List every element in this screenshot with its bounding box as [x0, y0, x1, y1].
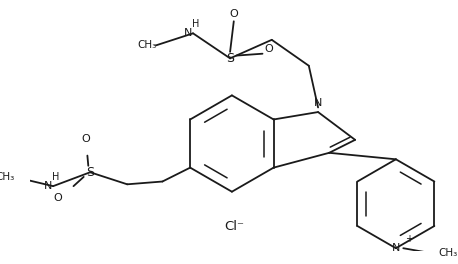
Text: +: +	[405, 234, 413, 244]
Text: N: N	[392, 243, 400, 253]
Text: O: O	[81, 134, 90, 144]
Text: N: N	[314, 98, 322, 108]
Text: H: H	[192, 19, 200, 29]
Text: O: O	[265, 44, 273, 54]
Text: O: O	[54, 193, 62, 203]
Text: CH₃: CH₃	[137, 40, 156, 50]
Text: H: H	[52, 172, 60, 182]
Text: N: N	[44, 181, 53, 191]
Text: S: S	[86, 166, 94, 179]
Text: CH₃: CH₃	[0, 172, 15, 182]
Text: N: N	[184, 28, 192, 38]
Text: S: S	[226, 52, 234, 65]
Text: Cl⁻: Cl⁻	[224, 220, 244, 233]
Text: O: O	[229, 9, 238, 19]
Text: CH₃: CH₃	[438, 248, 458, 258]
